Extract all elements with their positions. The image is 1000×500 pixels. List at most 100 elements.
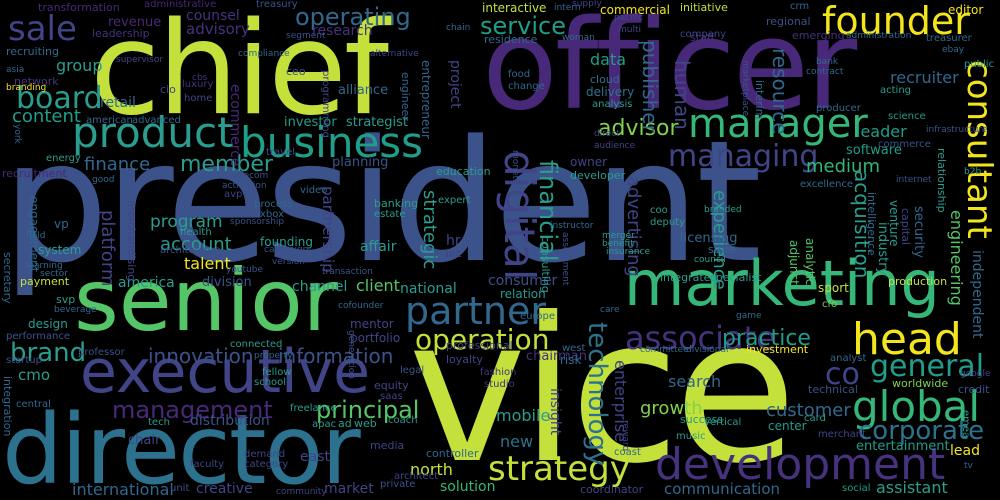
word-financial: financial [534, 160, 562, 262]
word-cio: cio [160, 83, 176, 96]
word-credit: credit [958, 383, 990, 396]
word-design: design [28, 317, 68, 331]
word-internet: internet [896, 175, 932, 185]
word-inc: inc [446, 247, 463, 260]
word-practice: practice [722, 326, 811, 351]
word-producer: producer [816, 103, 861, 114]
word-hr: hr [446, 233, 461, 249]
word-client: client [356, 276, 400, 295]
word-enterprise: enterprise [611, 360, 630, 443]
word-b2b: b2b [964, 167, 982, 177]
word-instructor: instructor [550, 221, 594, 231]
word-retail: retail [100, 95, 136, 111]
word-acquisition: acquisition [850, 170, 874, 279]
word-faculty: faculty [190, 459, 225, 470]
word-google: google [960, 369, 991, 379]
word-learning: learning [26, 261, 63, 271]
word-channel: channel [292, 279, 348, 295]
word-svp: svp [56, 293, 76, 306]
word-software: software [846, 143, 902, 158]
word-sponsorship: sponsorship [230, 217, 285, 227]
word-technical: technical [808, 383, 858, 396]
word-brand: brand [10, 338, 87, 368]
word-management: management [112, 396, 273, 424]
word-solution: solution [440, 479, 496, 495]
word-center: center [768, 419, 807, 433]
word-europe: europe [520, 311, 555, 322]
word-north: north [410, 460, 453, 479]
word-bank: bank [816, 57, 839, 67]
word-school: school [254, 377, 287, 388]
word-assessment: assessment [560, 232, 570, 286]
word-generation: generation [346, 330, 356, 379]
word-sector: sector [40, 269, 68, 279]
word-branding: branding [6, 83, 47, 93]
word-communication: communication [664, 480, 781, 498]
word-manager: manager [688, 101, 868, 147]
word-avp: avp [224, 189, 243, 200]
word-emerging: emerging [792, 29, 845, 42]
word-excellence: excellence [800, 179, 854, 190]
word-fashion: fashion [480, 367, 517, 378]
word-initiative: initiative [680, 1, 728, 14]
word-affair: affair [360, 239, 397, 255]
word-owner: owner [570, 155, 608, 169]
word-account: account [160, 234, 232, 255]
word-investor: investor [284, 115, 337, 130]
word-cofounder: cofounder [338, 301, 384, 311]
word-portfolio: portfolio [350, 331, 401, 345]
word-director: director [2, 394, 361, 500]
word-engineering: engineering [947, 210, 966, 306]
word-board: board [16, 81, 103, 116]
word-advisor: advisor [598, 116, 679, 141]
word-worldwide: worldwide [892, 377, 949, 390]
word-platform: platform [97, 210, 118, 287]
word-intern: intern [554, 3, 581, 13]
word-analytic: analytic [803, 238, 817, 286]
word-property: property [254, 351, 293, 361]
word-residence: residence [484, 33, 538, 46]
word-startup: startup [6, 355, 42, 366]
word-founder: founder [822, 0, 970, 43]
word-regional: regional [766, 15, 811, 28]
word-analyst: analyst [830, 353, 867, 364]
word-coo: coo [650, 205, 668, 216]
word-investment: investment [746, 343, 809, 356]
word-expert: expert [438, 195, 471, 206]
word-controller: controller [426, 447, 479, 460]
word-new: new [500, 432, 534, 451]
word-food: food [508, 69, 531, 80]
word-venture: venture [887, 200, 901, 247]
word-divisional: divisional [686, 345, 729, 355]
word-content: content [12, 106, 81, 127]
word-group: group [56, 56, 103, 75]
word-west: west [562, 343, 586, 354]
word-ad: ad [338, 417, 352, 430]
word-activation: activation [222, 181, 267, 191]
word-estate: estate [374, 209, 406, 220]
word-payment: payment [20, 275, 70, 288]
word-energy: energy [46, 153, 81, 164]
word-social: social [842, 483, 871, 494]
word-partner: partner [405, 289, 547, 333]
word-counsel: counsel [186, 8, 240, 24]
word-segment: segment [286, 31, 326, 41]
word-equity: equity [374, 379, 409, 392]
word-creative: creative [196, 481, 253, 497]
word-architecture: architecture [160, 245, 221, 256]
word-coast: coast [614, 447, 641, 458]
word-central: central [16, 399, 51, 410]
word-change: change [508, 81, 545, 92]
word-market: market [324, 481, 374, 497]
word-east: east [300, 449, 330, 465]
word-contract: contract [806, 67, 844, 77]
word-public: public [964, 59, 995, 70]
word-marketing: marketing [624, 247, 940, 320]
word-secretary: secretary [1, 252, 14, 304]
word-commercial: commercial [600, 3, 670, 17]
word-coach: coach [388, 415, 418, 426]
word-recruitment: recruitment [2, 167, 67, 180]
word-music: music [676, 431, 706, 442]
word-woman: woman [562, 33, 595, 43]
word-fellow: fellow [262, 367, 292, 378]
